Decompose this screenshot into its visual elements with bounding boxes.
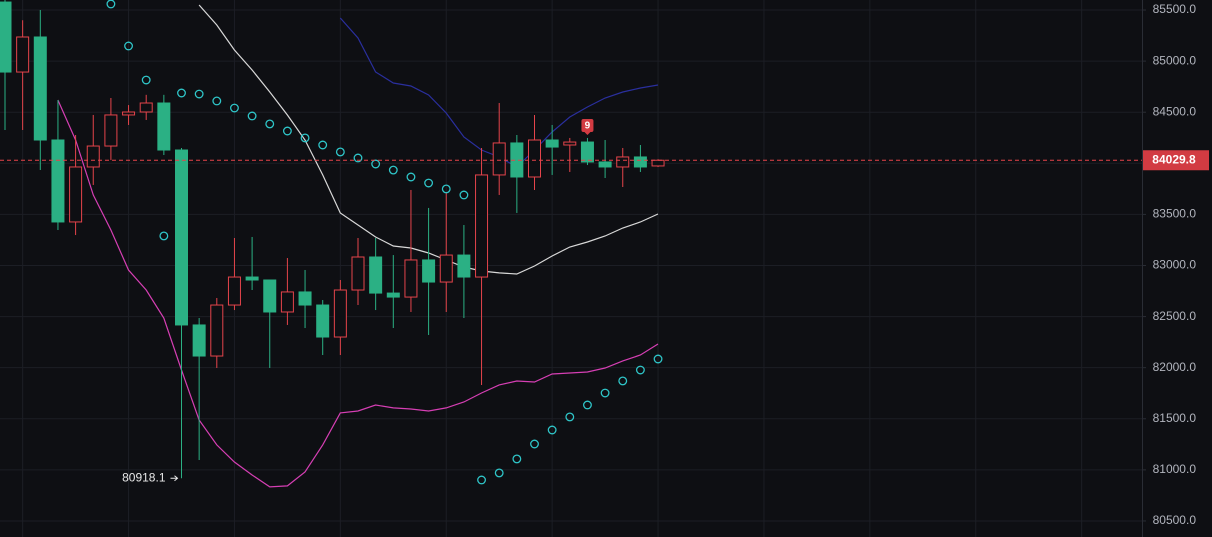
candle-body bbox=[210, 304, 224, 357]
sar-dot bbox=[212, 96, 222, 106]
sar-dot bbox=[635, 365, 645, 375]
candle-body bbox=[175, 149, 188, 326]
sar-dot bbox=[388, 165, 398, 175]
low-marker-arrow bbox=[170, 475, 179, 482]
candle-body bbox=[122, 111, 136, 116]
signal-label: 9 bbox=[585, 121, 591, 132]
sar-dot bbox=[371, 159, 381, 169]
candle-body bbox=[439, 254, 453, 283]
candle-body bbox=[545, 139, 559, 148]
signal-pointer bbox=[584, 131, 591, 135]
sar-dot bbox=[159, 231, 169, 241]
candle-body bbox=[333, 289, 347, 338]
sar-dot bbox=[477, 475, 486, 485]
last-price-label: 84029.8 bbox=[1152, 152, 1196, 166]
sar-dot bbox=[194, 89, 204, 99]
y-tick-label: 84500.0 bbox=[1153, 104, 1197, 118]
sar-dot bbox=[512, 454, 522, 464]
sar-dot bbox=[565, 412, 575, 422]
sar-dot bbox=[353, 153, 363, 163]
candle-body bbox=[104, 114, 118, 147]
y-tick-label: 85000.0 bbox=[1153, 53, 1197, 67]
y-tick-label: 83500.0 bbox=[1153, 207, 1197, 221]
sar-dot bbox=[318, 140, 328, 150]
candle-body bbox=[245, 276, 259, 281]
sar-dot bbox=[335, 147, 345, 157]
candle-body bbox=[386, 292, 400, 298]
candle-body bbox=[651, 159, 665, 167]
candle-body bbox=[475, 174, 489, 278]
candle-body bbox=[404, 259, 418, 298]
candle-body bbox=[580, 141, 594, 163]
lower-band-line bbox=[57, 99, 659, 488]
candle-body bbox=[51, 139, 65, 223]
sar-dot bbox=[547, 425, 557, 435]
candle-body bbox=[492, 142, 506, 176]
sar-dot bbox=[229, 103, 239, 113]
candle-body bbox=[351, 256, 365, 291]
candle-body bbox=[86, 145, 100, 168]
y-tick-label: 85500.0 bbox=[1153, 2, 1197, 16]
sar-dot bbox=[653, 354, 663, 364]
sar-dot bbox=[247, 111, 257, 121]
low-marker-label: 80918.1 bbox=[122, 470, 166, 484]
candle-body bbox=[157, 102, 171, 151]
candle-body bbox=[369, 256, 383, 294]
sar-dot bbox=[424, 178, 434, 188]
y-tick-label: 82000.0 bbox=[1153, 360, 1197, 374]
candle-body bbox=[563, 141, 577, 146]
candle-body bbox=[598, 161, 612, 168]
candle-body bbox=[298, 291, 312, 306]
sar-dot bbox=[583, 400, 592, 410]
sar-dot bbox=[300, 133, 310, 143]
sar-dot bbox=[441, 184, 451, 194]
candle-body bbox=[263, 279, 277, 313]
sar-dot bbox=[530, 439, 539, 449]
candle-body bbox=[316, 304, 330, 338]
candle-body bbox=[457, 254, 471, 278]
last-price-tag bbox=[1143, 150, 1209, 171]
candle-body bbox=[227, 276, 241, 306]
y-tick-label: 80500.0 bbox=[1153, 513, 1197, 527]
y-tick-label: 81500.0 bbox=[1153, 411, 1197, 425]
candle-body bbox=[69, 166, 83, 223]
candle-body bbox=[633, 156, 647, 168]
sar-dot bbox=[618, 376, 628, 386]
sar-dot bbox=[106, 0, 116, 9]
candle-body bbox=[16, 36, 30, 73]
sar-dot bbox=[177, 88, 186, 98]
candle-body bbox=[33, 36, 47, 141]
candle-body bbox=[0, 1, 12, 73]
candle-body bbox=[422, 259, 436, 283]
sar-dot bbox=[265, 119, 275, 129]
sar-dot bbox=[124, 41, 133, 51]
sar-dot bbox=[406, 172, 416, 182]
y-tick-label: 82500.0 bbox=[1153, 309, 1197, 323]
candle-body bbox=[192, 324, 206, 357]
sar-dot bbox=[459, 190, 469, 200]
candle-body bbox=[139, 102, 153, 113]
sar-dot bbox=[141, 75, 151, 85]
candle-body bbox=[510, 142, 524, 178]
y-tick-label: 81000.0 bbox=[1153, 462, 1197, 476]
candle-body bbox=[528, 139, 541, 178]
candle-body bbox=[616, 156, 630, 168]
y-tick-label: 83000.0 bbox=[1153, 258, 1197, 272]
candle-body bbox=[280, 291, 294, 313]
sar-dot bbox=[282, 126, 292, 136]
sar-dot bbox=[600, 388, 610, 398]
signal-badge bbox=[581, 118, 594, 132]
sar-dot bbox=[494, 468, 504, 478]
